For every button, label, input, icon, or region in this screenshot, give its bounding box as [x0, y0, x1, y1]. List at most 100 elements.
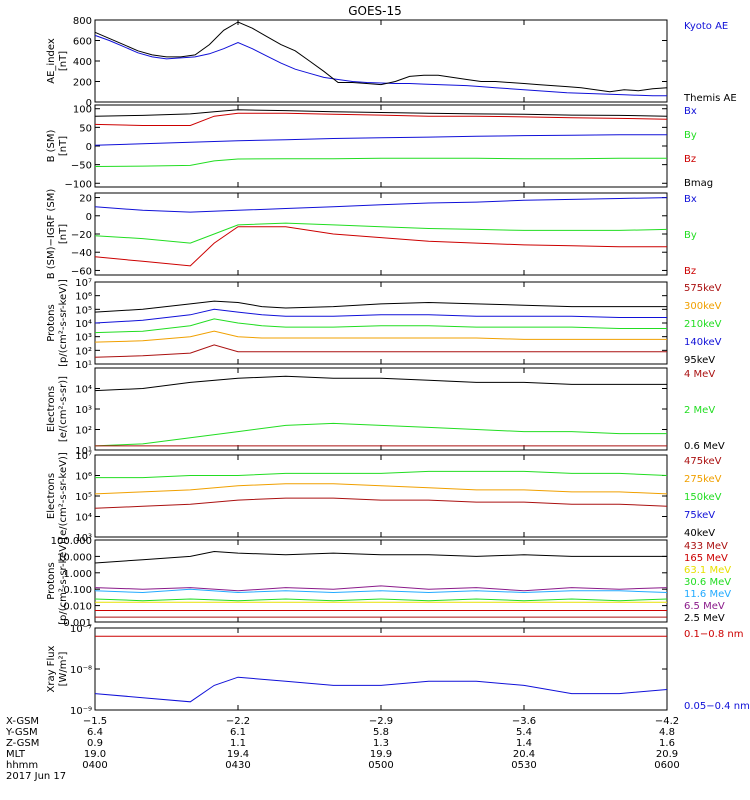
y-tick-label: 600 [73, 37, 92, 48]
y-tick-label: 0 [86, 142, 92, 153]
series-line-bx [94, 197, 668, 213]
y-axis-label: B (SM) [46, 129, 57, 162]
series-line-kyoto-ae [94, 34, 667, 97]
y-axis-label: AE_index [46, 38, 57, 84]
series-line-by [94, 157, 667, 167]
chart-title: GOES-15 [348, 4, 402, 18]
y-axis-label: [p/(cm²-s-sr-keV)] [58, 537, 69, 625]
y-tick-label: 0.100 [63, 585, 92, 596]
y-tick-label: 20 [79, 194, 92, 205]
x-tick-label: 1.3 [373, 738, 389, 749]
y-tick-label: 10⁷ [75, 278, 92, 289]
y-tick-label: 0 [86, 98, 92, 109]
legend-entry: 165 MeV [684, 553, 728, 564]
series-line-0-6-mev [94, 375, 667, 392]
legend-entry: By [684, 230, 697, 241]
legend-entry: 2 MeV [684, 405, 715, 416]
series-line-bz [94, 226, 667, 267]
x-tick-label: 5.4 [516, 727, 532, 738]
x-tick-label: 1.6 [659, 738, 675, 749]
series-line-11-6-mev [94, 588, 668, 594]
x-tick-label: 1.1 [230, 738, 246, 749]
x-axis-table: X-GSM −1.5 −2.2 −2.9 −3.6 −4.2 Y-GSM 6.4 6.1 5.8 5… [5, 716, 680, 782]
y-tick-label: −20 [71, 230, 92, 241]
y-tick-label: 10⁴ [75, 319, 92, 330]
legend-entry: Bx [684, 194, 697, 205]
y-tick-label: 10⁵ [75, 492, 92, 503]
x-tick-label: 19.0 [84, 749, 106, 760]
legend-entry: 0.05−0.4 nm [684, 701, 750, 712]
y-axis-label: Protons [46, 562, 57, 599]
x-tick-label: 19.9 [370, 749, 392, 760]
y-tick-label: 100 [73, 105, 92, 116]
x-tick-label: 20.9 [656, 749, 678, 760]
legend-entry: 63.1 MeV [684, 565, 731, 576]
x-tick-label: −3.6 [512, 716, 536, 727]
legend-entry: By [684, 130, 697, 141]
panel-electrons_low: 10³ 10⁴ 10⁵ 10⁶ 10⁷ Electrons [e/(cm²-s-sr-keV… [46, 451, 722, 544]
legend-entry: 0.6 MeV [684, 441, 725, 452]
y-tick-label: −50 [71, 161, 92, 172]
x-tick-label: −1.5 [83, 716, 107, 727]
legend-entry: 575keV [684, 283, 722, 294]
legend-entry: 4 MeV [684, 369, 715, 380]
series-line-6-5-mev [94, 585, 668, 592]
x-tick-label: 20.4 [513, 749, 535, 760]
legend-entry: 210keV [684, 319, 722, 330]
legend-entry: 6.5 MeV [684, 601, 725, 612]
y-axis-label: Electrons [46, 386, 57, 432]
y-axis-label: [nT] [58, 51, 69, 71]
y-tick-label: 10⁶ [75, 292, 92, 303]
x-tick-label: 0400 [82, 760, 107, 771]
legend-entry: 11.6 MeV [684, 589, 731, 600]
series-line-by [94, 222, 668, 244]
y-tick-label: 10⁷ [75, 451, 92, 462]
y-axis-label: Protons [46, 304, 57, 341]
series-line-575kev [94, 344, 667, 358]
series-line-bmag [94, 109, 668, 117]
legend-entry: 300keV [684, 301, 722, 312]
y-tick-label: 10⁵ [75, 305, 92, 316]
x-tick-label: 5.8 [373, 727, 389, 738]
y-tick-label: −100 [65, 179, 92, 190]
x-tick-label: −2.2 [226, 716, 250, 727]
x-tick-label: 0430 [225, 760, 250, 771]
y-tick-label: 10⁻⁹ [70, 706, 92, 717]
x-tick-label: 0500 [368, 760, 393, 771]
y-axis-label: [e/(cm²-s-sr-keV)] [58, 452, 69, 540]
x-tick-label: −4.2 [655, 716, 679, 727]
panel-b: −100 −50 0 50 100 B (SM) [nT] Bx By Bz Bmag [46, 104, 713, 190]
series-line-475kev [94, 497, 668, 509]
legend-entry: 150keV [684, 492, 722, 503]
panel-xray: 10⁻⁹ 10⁻⁸ 10⁻⁷ Xray Flux [W/m²] 0.1−0.8 nm 0.0… [46, 624, 750, 717]
series-line-30-6-mev [94, 598, 668, 602]
x-tick-label: 1.4 [516, 738, 532, 749]
y-tick-label: 10⁴ [75, 385, 92, 396]
series-line-2-mev [94, 422, 667, 447]
series-line-150kev [95, 470, 668, 479]
legend-entry: 75keV [684, 510, 715, 521]
y-axis-label: [W/m²] [58, 651, 69, 686]
x-tick-label: 4.8 [659, 727, 675, 738]
legend-entry: 275keV [684, 474, 722, 485]
x-tick-label: 6.1 [230, 727, 246, 738]
panel-ae: 0 200 400 600 800 AE_index [nT] Kyoto AE Themis … [46, 16, 737, 109]
y-tick-label: 0.010 [63, 602, 92, 613]
y-tick-label: 800 [73, 16, 92, 27]
x-tick-label: −2.9 [369, 716, 393, 727]
y-tick-label: 10² [75, 346, 92, 357]
series-line-bx [94, 134, 667, 146]
y-tick-label: 10³ [75, 333, 92, 344]
y-tick-label: −40 [71, 248, 92, 259]
y-axis-label: [e/(cm²-s-sr)] [58, 376, 69, 442]
y-axis-label: [p/(cm²-s-sr-keV)] [58, 279, 69, 367]
y-tick-label: −60 [71, 266, 92, 277]
legend-entry: Bx [684, 106, 697, 117]
y-tick-label: 10⁻⁷ [70, 624, 92, 635]
date-label: 2017 Jun 17 [6, 771, 66, 782]
x-tick-label: 0530 [511, 760, 536, 771]
series-line-0-05-0-4-nm [94, 676, 668, 703]
